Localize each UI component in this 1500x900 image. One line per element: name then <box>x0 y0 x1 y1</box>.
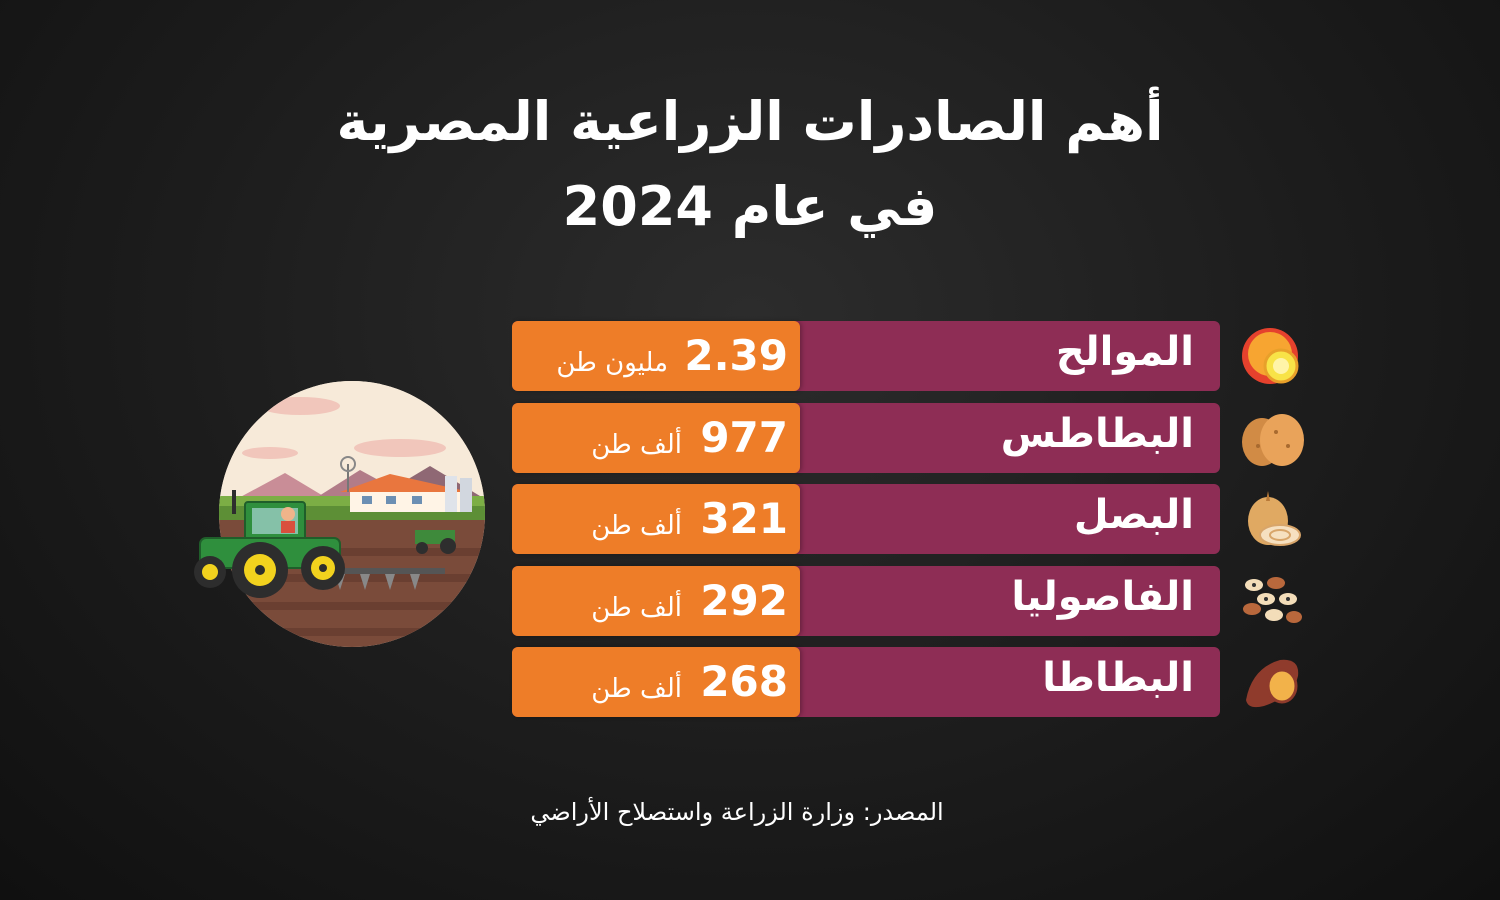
export-unit: ألف طن <box>591 592 682 623</box>
export-name: البصل <box>1073 492 1194 538</box>
farm-tractor-illustration <box>194 381 485 647</box>
export-value: 977 <box>700 412 788 462</box>
export-unit: ألف طن <box>591 429 682 460</box>
export-name: الفاصوليا <box>1011 573 1194 620</box>
export-unit: مليون طن <box>556 348 668 378</box>
title-line-2: في عام 2024 <box>562 175 938 238</box>
sweet-potato-icon <box>1246 659 1299 708</box>
value-box: 268 ألف طن <box>512 647 800 717</box>
export-row: 977 ألف طن البطاطس <box>512 402 1220 473</box>
value-box: 292 ألف طن <box>512 565 800 636</box>
export-value: 292 <box>700 575 788 625</box>
beans-icon <box>1243 576 1302 623</box>
export-value: 2.39 <box>684 331 788 380</box>
export-row: 292 ألف طن الفاصوليا <box>512 565 1220 636</box>
title-line-1: أهم الصادرات الزراعية المصرية <box>336 90 1164 153</box>
value-box: 321 ألف طن <box>512 484 800 554</box>
export-row: 2.39 مليون طن الموالح <box>512 321 1220 391</box>
citrus-icon <box>1242 328 1299 384</box>
export-value: 321 <box>700 494 788 543</box>
export-value: 268 <box>700 657 788 706</box>
export-unit: ألف طن <box>591 511 682 541</box>
source-note: المصدر: وزارة الزراعة واستصلاح الأراضي <box>530 798 944 826</box>
export-unit: ألف طن <box>591 674 682 704</box>
value-box: 2.39 مليون طن <box>512 321 800 391</box>
export-name: البطاطا <box>1042 655 1194 701</box>
potato-icon <box>1242 413 1304 466</box>
value-box: 977 ألف طن <box>512 402 800 473</box>
export-row: 321 ألف طن البصل <box>512 484 1220 554</box>
onion-icon <box>1248 491 1301 546</box>
export-row: 268 ألف طن البطاطا <box>512 647 1220 717</box>
export-name: البطاطس <box>1000 410 1194 457</box>
export-name: الموالح <box>1055 329 1194 375</box>
